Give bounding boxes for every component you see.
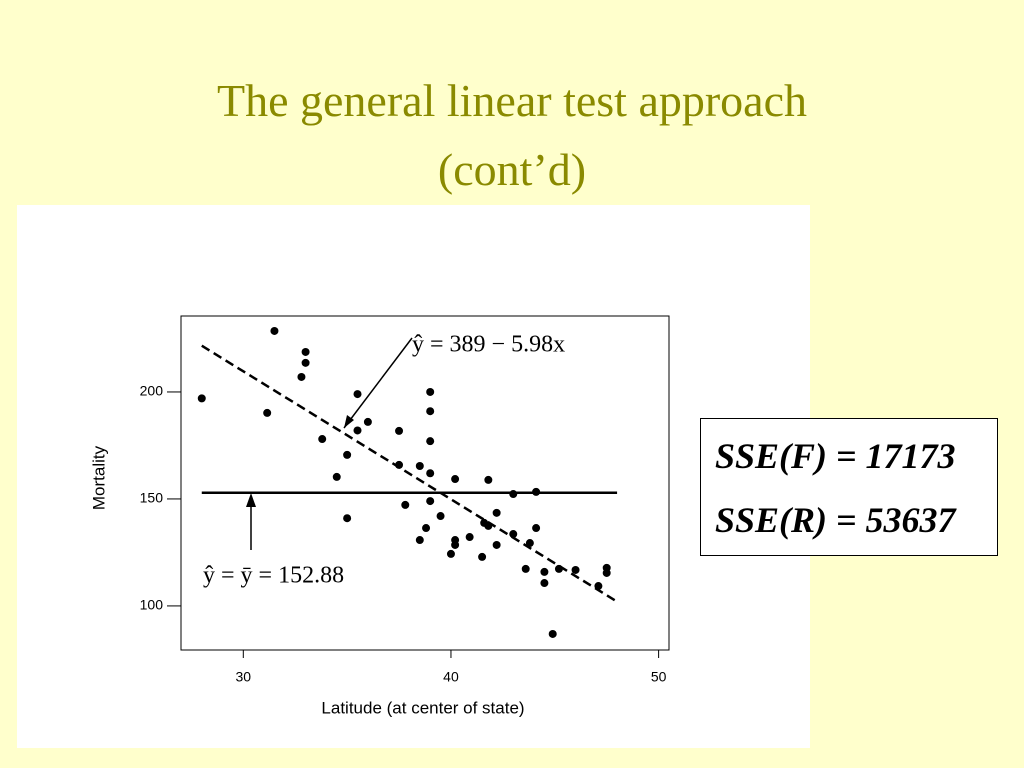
data-point (426, 387, 435, 396)
data-point (297, 372, 306, 381)
data-point (492, 540, 501, 549)
data-point (602, 568, 611, 577)
data-point (395, 426, 404, 435)
chart: Latitude (at center of state) Mortality … (17, 205, 810, 748)
data-point (301, 358, 310, 367)
data-point (301, 347, 310, 356)
data-point (426, 469, 435, 478)
sse-text: SSE(F) = 17173 (715, 436, 956, 476)
data-point (478, 552, 487, 561)
data-point (492, 508, 501, 517)
data-point (415, 461, 424, 470)
y-axis-label: Mortality (89, 445, 108, 510)
sse-text: SSE(R) = 53637 (715, 500, 956, 540)
data-point (426, 407, 435, 416)
data-point (415, 536, 424, 545)
data-point (532, 524, 541, 533)
x-tick-label: 30 (236, 669, 252, 685)
data-point (395, 460, 404, 469)
data-point (465, 533, 474, 542)
data-point (343, 514, 352, 523)
data-point (548, 629, 557, 638)
data-point (540, 567, 549, 576)
data-point (197, 394, 206, 403)
data-point (554, 564, 563, 573)
arrow (343, 337, 413, 429)
data-point (426, 497, 435, 506)
data-point (509, 490, 518, 499)
annotation: ŷ = 389 − 5.98x (412, 332, 565, 358)
slide-title: The general linear test approach (216, 75, 808, 126)
data-point (263, 408, 272, 417)
arrow-head (344, 415, 354, 428)
data-point (353, 390, 362, 399)
data-point (343, 450, 352, 459)
arrow-head (246, 493, 256, 507)
data-point (426, 437, 435, 446)
fit-line (201, 344, 618, 603)
data-point (532, 487, 541, 496)
data-point (484, 521, 493, 530)
data-point (401, 500, 410, 509)
data-point (540, 579, 549, 588)
data-point (525, 539, 534, 548)
data-point (509, 530, 518, 539)
x-tick-label: 40 (443, 669, 459, 685)
y-tick-label: 100 (140, 597, 164, 613)
x-tick-label: 50 (651, 669, 667, 685)
data-point (446, 549, 455, 558)
annotation: ŷ = ȳ = 152.88 (203, 563, 344, 589)
data-point (436, 512, 445, 521)
data-point (353, 426, 362, 435)
slide-title: (cont’d) (437, 144, 587, 195)
data-point (451, 536, 460, 545)
chart-background (17, 205, 810, 748)
data-point (484, 475, 493, 484)
y-tick-label: 150 (140, 490, 164, 506)
data-point (571, 565, 580, 574)
data-point (521, 564, 530, 573)
x-axis-label: Latitude (at center of state) (321, 698, 524, 717)
data-point (363, 417, 372, 426)
data-point (318, 435, 327, 444)
sse-box: SSE(F) = 17173 SSE(R) = 53637 (700, 418, 998, 556)
data-point (270, 326, 279, 335)
data-point (451, 475, 460, 484)
data-point (422, 524, 431, 533)
data-point (594, 582, 603, 591)
y-tick-label: 200 (140, 383, 164, 399)
data-point (332, 472, 341, 481)
plot-frame (180, 315, 670, 651)
